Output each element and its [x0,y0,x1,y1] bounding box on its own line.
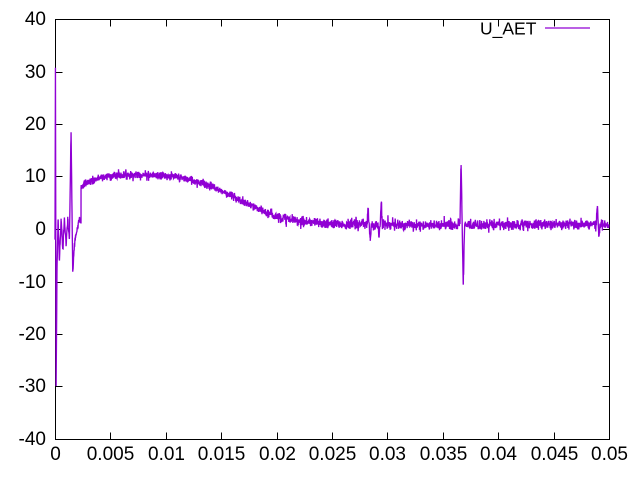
svg-text:0: 0 [35,219,46,240]
svg-text:20: 20 [25,114,46,135]
svg-text:0.01: 0.01 [148,444,185,465]
svg-text:10: 10 [25,166,46,187]
svg-text:-30: -30 [19,376,46,397]
svg-text:0.03: 0.03 [369,444,406,465]
svg-text:0.02: 0.02 [259,444,296,465]
svg-text:U_AET: U_AET [480,19,537,40]
svg-text:0.05: 0.05 [591,444,628,465]
svg-text:0.045: 0.045 [531,444,579,465]
svg-text:40: 40 [25,9,46,30]
svg-text:0: 0 [50,444,61,465]
svg-text:0.04: 0.04 [480,444,517,465]
svg-text:0.025: 0.025 [309,444,357,465]
svg-text:0.005: 0.005 [87,444,135,465]
svg-text:-20: -20 [19,324,46,345]
svg-text:0.015: 0.015 [198,444,246,465]
svg-text:-40: -40 [19,429,46,450]
svg-text:0.035: 0.035 [420,444,468,465]
svg-text:-10: -10 [19,272,46,293]
svg-text:30: 30 [25,62,46,83]
